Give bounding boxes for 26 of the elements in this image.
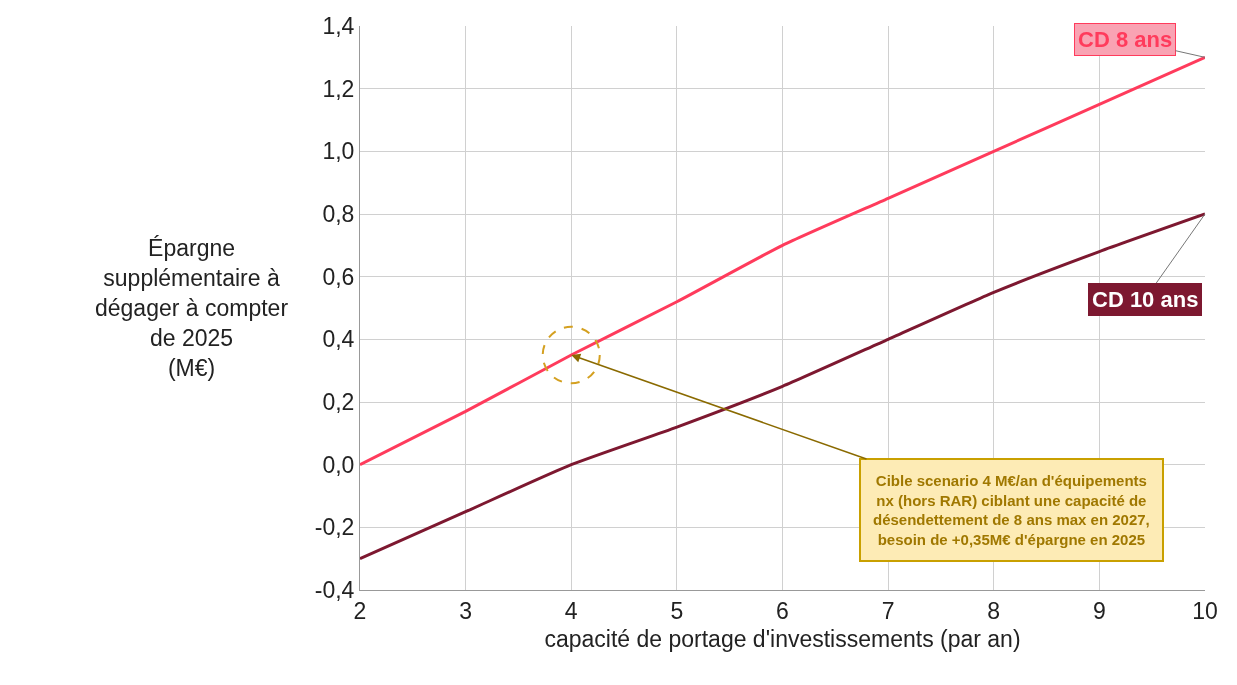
x-tick-label: 5 — [670, 597, 684, 624]
y-tick-label: 0,8 — [322, 201, 355, 228]
x-tick-label: 6 — [776, 597, 789, 624]
x-tick-label: 8 — [987, 597, 1001, 624]
x-tick-label: 9 — [1092, 597, 1106, 624]
x-tick-label: 7 — [881, 597, 895, 624]
x-tick-label: 2 — [353, 597, 367, 624]
y-tick-label: -0,4 — [314, 577, 355, 604]
y-tick-label: 0,2 — [322, 389, 355, 416]
y-tick-label: 0,4 — [322, 326, 355, 353]
x-tick-label: 3 — [459, 597, 473, 624]
y-tick-label: 0,0 — [322, 451, 355, 478]
line-series — [360, 55, 1205, 467]
y-tick-label: -0,2 — [314, 514, 355, 541]
y-tick-label: 1,0 — [322, 138, 355, 165]
y-tick-label: 1,2 — [322, 75, 355, 102]
x-tick-label: 4 — [564, 597, 578, 624]
series-label: CD 10 ans — [1092, 287, 1199, 312]
x-tick-label: 10 — [1192, 597, 1218, 624]
y-axis-title: Épargne supplémentaire à dégager à compter de 2025 (M€) — [95, 235, 289, 381]
series-label: CD 8 ans — [1078, 27, 1173, 52]
y-tick-label: 0,6 — [322, 263, 355, 290]
y-tick-label: 1,4 — [322, 13, 355, 40]
annotation: Cible scenario 4 M€/an d'équipements nx (hors RAR) ciblant une capacité de désendettement de 8 ans max en 2027, besoin de +0,35M€ d'épargne en 2025 — [873, 472, 1150, 548]
line-series — [360, 212, 1205, 561]
x-axis-title: capacité de portage d'investissements (par an) — [544, 626, 1021, 653]
